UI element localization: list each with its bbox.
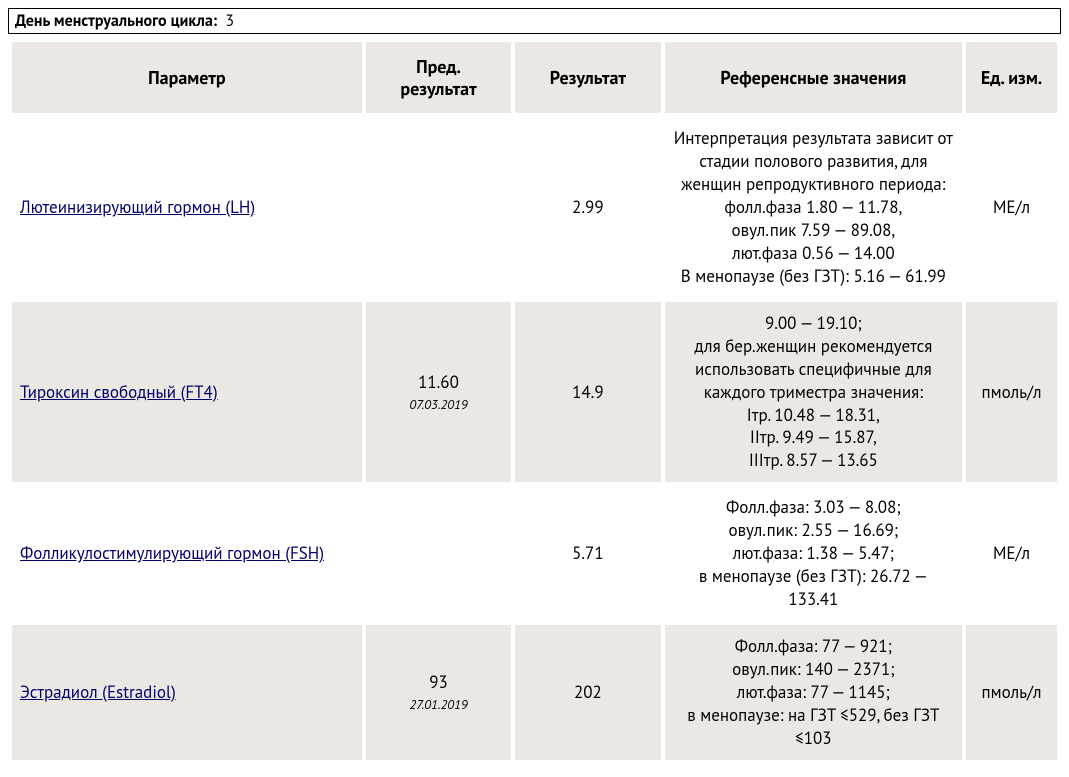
cycle-day-label: День менструального цикла: <box>15 11 217 31</box>
cell-parameter: Фолликулостимулирующий гормон (FSH) <box>12 486 362 621</box>
cell-unit: МЕ/л <box>966 486 1057 621</box>
cell-parameter: Эстрадиол (Estradiol) <box>12 625 362 760</box>
prev-date: 27.01.2019 <box>374 696 503 714</box>
lab-results-table: Параметр Пред. результат Результат Рефер… <box>8 38 1061 764</box>
cell-prev-result <box>366 117 511 298</box>
parameter-link[interactable]: Фолликулостимулирующий гормон (FSH) <box>20 542 324 564</box>
parameter-link[interactable]: Тироксин свободный (FT4) <box>20 381 218 403</box>
cell-result: 14.9 <box>515 302 660 483</box>
cell-result: 5.71 <box>515 486 660 621</box>
col-header-result: Результат <box>515 42 660 113</box>
col-header-unit: Ед. изм. <box>966 42 1057 113</box>
table-row: Тироксин свободный (FT4) 11.60 07.03.201… <box>12 302 1057 483</box>
table-row: Лютеинизирующий гормон (LH) 2.99 Интерпр… <box>12 117 1057 298</box>
cell-prev-result: 11.60 07.03.2019 <box>366 302 511 483</box>
prev-value: 11.60 <box>374 371 503 394</box>
cell-parameter: Лютеинизирующий гормон (LH) <box>12 117 362 298</box>
cell-unit: пмоль/л <box>966 625 1057 760</box>
cell-unit: МЕ/л <box>966 117 1057 298</box>
col-header-prev-result: Пред. результат <box>366 42 511 113</box>
cycle-day-box: День менструального цикла: 3 <box>8 8 1061 34</box>
parameter-link[interactable]: Лютеинизирующий гормон (LH) <box>20 196 255 218</box>
cell-reference: Фолл.фаза: 3.03 — 8.08; овул.пик: 2.55 —… <box>665 486 963 621</box>
cell-parameter: Тироксин свободный (FT4) <box>12 302 362 483</box>
table-row: Эстрадиол (Estradiol) 93 27.01.2019 202 … <box>12 625 1057 760</box>
table-header-row: Параметр Пред. результат Результат Рефер… <box>12 42 1057 113</box>
cell-result: 2.99 <box>515 117 660 298</box>
cell-prev-result <box>366 486 511 621</box>
cell-reference: Фолл.фаза: 77 — 921; овул.пик: 140 — 237… <box>665 625 963 760</box>
cell-prev-result: 93 27.01.2019 <box>366 625 511 760</box>
table-row: Фолликулостимулирующий гормон (FSH) 5.71… <box>12 486 1057 621</box>
col-header-parameter: Параметр <box>12 42 362 113</box>
prev-value: 93 <box>374 671 503 694</box>
prev-date: 07.03.2019 <box>374 396 503 414</box>
parameter-link[interactable]: Эстрадиол (Estradiol) <box>20 681 176 703</box>
cell-reference: Интерпретация результата зависит от стад… <box>665 117 963 298</box>
cell-reference: 9.00 — 19.10; для бер.женщин рекомендует… <box>665 302 963 483</box>
col-header-reference: Референсные значения <box>665 42 963 113</box>
cell-result: 202 <box>515 625 660 760</box>
cell-unit: пмоль/л <box>966 302 1057 483</box>
cycle-day-value: 3 <box>225 11 234 31</box>
